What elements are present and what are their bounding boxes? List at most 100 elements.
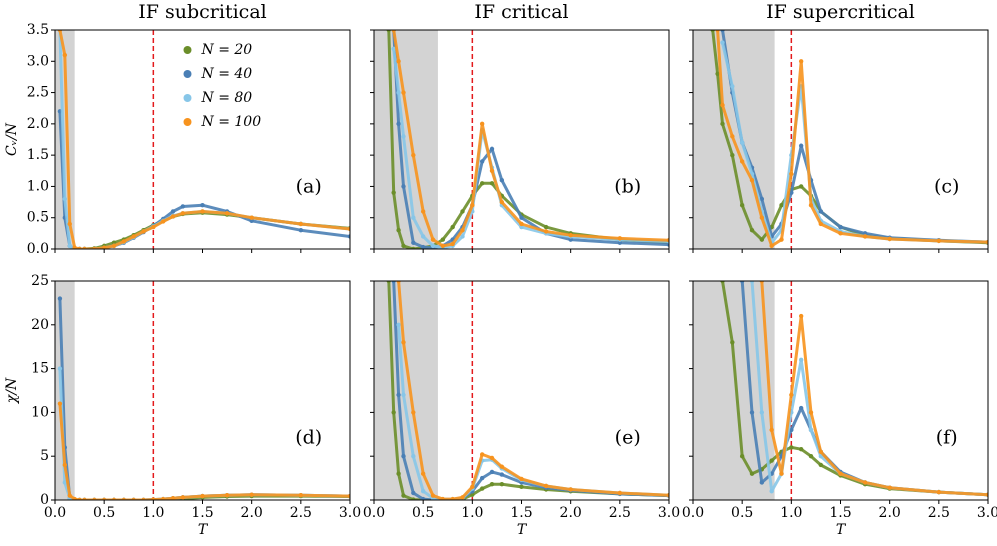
data-point [519, 221, 524, 227]
data-point [936, 489, 942, 495]
y-tick-label: 0.5 [27, 210, 49, 226]
data-point [170, 209, 176, 214]
data-point [57, 401, 63, 406]
axes-frame [54, 280, 351, 501]
data-point [386, 281, 391, 284]
data-line [397, 281, 669, 500]
data-point [720, 121, 725, 127]
data-point [396, 322, 401, 327]
data-point [739, 159, 745, 164]
data-point [67, 221, 72, 227]
y-axis-label: χ/N [4, 377, 20, 404]
x-axis-label: T [198, 522, 209, 538]
data-point [808, 454, 814, 459]
data-point [160, 219, 166, 224]
data-point [759, 196, 765, 202]
data-point [401, 243, 406, 249]
data-point [730, 84, 735, 89]
data-point [720, 281, 725, 284]
x-axis-label: T [517, 522, 528, 538]
data-line [392, 48, 669, 249]
data-point [499, 464, 505, 469]
data-point [739, 281, 745, 284]
x-tick-label: 2.5 [928, 505, 950, 521]
data-point [720, 102, 725, 108]
data-point [759, 410, 765, 415]
data-point [420, 209, 426, 214]
data-point [789, 427, 794, 433]
data-point [499, 199, 505, 205]
data-point [808, 427, 814, 433]
data-point [396, 90, 401, 95]
legend-marker [183, 46, 192, 54]
data-point [298, 221, 304, 227]
data-point [489, 146, 495, 152]
data-point [759, 480, 765, 485]
data-point [798, 143, 804, 148]
data-line [58, 298, 350, 500]
data-point [67, 493, 72, 498]
data-point [985, 239, 988, 245]
data-line [392, 30, 669, 248]
legend-label: N = 100 [201, 114, 262, 130]
data-point [72, 496, 77, 500]
data-point [499, 177, 505, 183]
plot-area [374, 30, 669, 249]
data-point [77, 497, 82, 500]
data-point [141, 497, 146, 500]
data-point [57, 296, 63, 301]
y-tick-label: 15 [31, 361, 49, 377]
panel-annotation: (c) [934, 176, 959, 198]
data-point [401, 184, 406, 189]
data-point [92, 497, 97, 500]
data-point [519, 476, 524, 482]
data-point [715, 71, 720, 77]
data-point [411, 246, 416, 249]
legend-label: N = 80 [201, 90, 253, 106]
data-point [798, 184, 804, 189]
y-tick-label: 0 [40, 492, 49, 508]
plot-area [374, 281, 669, 500]
panel-annotation: (b) [614, 176, 641, 198]
data-line [750, 281, 988, 497]
data-point [739, 203, 745, 208]
data-point [749, 281, 755, 284]
data-line [58, 30, 350, 249]
data-point [420, 496, 426, 500]
data-point [862, 234, 868, 239]
data-point [818, 449, 824, 455]
data-point [440, 243, 446, 249]
data-point [111, 497, 117, 500]
plot-area [693, 281, 988, 500]
data-point [200, 203, 205, 208]
data-point [121, 497, 127, 500]
data-point [489, 168, 495, 173]
x-tick-label: 3.0 [339, 505, 361, 521]
x-tick-label: 1.0 [780, 505, 802, 521]
data-point [396, 228, 401, 233]
data-point [151, 224, 156, 230]
data-point [401, 134, 406, 139]
x-tick-label: 2.5 [609, 505, 631, 521]
data-point [720, 40, 725, 45]
data-point [789, 190, 794, 195]
data-point [749, 228, 755, 233]
data-point [749, 177, 755, 183]
data-point [396, 121, 401, 127]
data-point [411, 490, 416, 496]
data-point [440, 237, 446, 242]
data-point [224, 492, 230, 498]
data-point [411, 152, 416, 158]
y-axis-label: Cᵥ/N [4, 122, 20, 156]
data-point [715, 30, 720, 33]
data-point [798, 357, 804, 363]
data-point [92, 246, 97, 249]
data-point [759, 281, 765, 284]
data-point [298, 492, 304, 498]
data-point [347, 493, 350, 499]
data-point [519, 224, 524, 230]
data-point [450, 496, 455, 500]
panel-annotation: (f) [936, 427, 958, 449]
data-point [489, 482, 495, 487]
data-point [479, 121, 485, 127]
